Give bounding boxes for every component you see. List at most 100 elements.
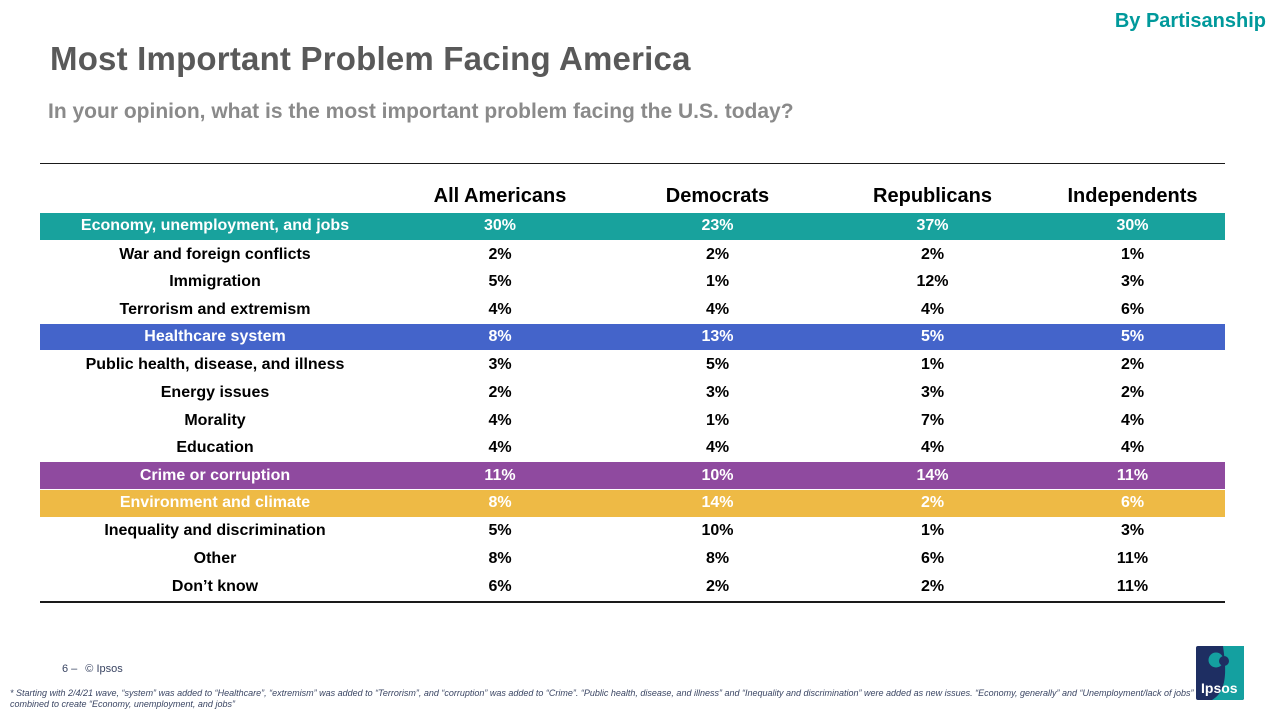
column-header-all-americans: All Americans (433, 185, 567, 207)
value-cell: 8% (488, 494, 512, 512)
value-cell: 12% (916, 273, 949, 291)
survey-question-subtitle: In your opinion, what is the most import… (48, 100, 794, 123)
row-label: Economy, unemployment, and jobs (80, 217, 350, 235)
value-cell: 1% (1120, 245, 1145, 263)
value-cell: 3% (920, 383, 945, 401)
page-title: Most Important Problem Facing America (50, 40, 691, 77)
table-header-row: All Americans Democrats Republicans Indepen… (40, 163, 1225, 213)
table-row: Education 4% 4% 4% 4% (40, 434, 1225, 463)
page-number: 6 – (62, 663, 78, 675)
value-cell: 11% (484, 466, 516, 484)
value-cell: 6% (1120, 494, 1145, 512)
table-row: Immigration 5% 1% 12% 3% (40, 268, 1225, 297)
value-cell: 11% (1116, 577, 1149, 595)
row-label: Crime or corruption (139, 466, 291, 484)
value-cell: 3% (1120, 273, 1145, 291)
value-cell: 2% (1120, 356, 1145, 374)
value-cell: 2% (705, 245, 730, 263)
row-label: Energy issues (160, 383, 270, 401)
row-label: Other (193, 550, 237, 568)
row-label: Healthcare system (144, 328, 286, 346)
slide-footer: 6 – © Ipsos (62, 663, 123, 675)
value-cell: 4% (920, 300, 945, 318)
value-cell: 5% (488, 273, 512, 291)
value-cell: 2% (705, 577, 730, 595)
value-cell: 2% (920, 494, 945, 512)
value-cell: 6% (920, 550, 945, 568)
row-label: Terrorism and extremism (119, 300, 311, 318)
value-cell: 4% (705, 300, 730, 318)
corner-label-by-partisanship: By Partisanship (1114, 10, 1266, 32)
table-row: Crime or corruption 11% 10% 14% 11% (40, 462, 1225, 490)
value-cell: 5% (920, 328, 945, 346)
value-cell: 2% (488, 383, 512, 401)
table-body: Economy, unemployment, and jobs 30% 23% 37%… (40, 213, 1225, 603)
column-header-independents: Independents (1067, 185, 1198, 207)
value-cell: 14% (701, 494, 734, 512)
value-cell: 6% (488, 577, 512, 595)
footnote-text: * Starting with 2/4/21 wave, “system” wa… (10, 688, 1216, 709)
value-cell: 1% (920, 356, 945, 374)
value-cell: 13% (701, 328, 734, 346)
value-cell: 6% (1120, 300, 1145, 318)
header-spacer (40, 208, 390, 213)
value-cell: 10% (701, 466, 734, 484)
table-row: War and foreign conflicts 2% 2% 2% 1% (40, 240, 1225, 269)
row-label: Public health, disease, and illness (85, 356, 345, 374)
value-cell: 2% (1120, 383, 1145, 401)
copyright-text: © Ipsos (85, 663, 123, 675)
value-cell: 5% (705, 356, 730, 374)
value-cell: 30% (483, 217, 517, 235)
table-row: Healthcare system 8% 13% 5% 5% (40, 323, 1225, 352)
value-cell: 37% (916, 217, 949, 235)
row-label: Inequality and discrimination (104, 522, 326, 540)
table-row: Environment and climate 8% 14% 2% 6% (40, 489, 1225, 518)
ipsos-logo-text: Ipsos (1201, 680, 1238, 696)
value-cell: 1% (705, 273, 730, 291)
table-row: Energy issues 2% 3% 3% 2% (40, 379, 1225, 407)
row-label: Immigration (169, 273, 261, 291)
value-cell: 1% (705, 411, 730, 429)
value-cell: 8% (488, 328, 512, 346)
table-row: Economy, unemployment, and jobs 30% 23% 37%… (40, 213, 1225, 241)
value-cell: 3% (1120, 522, 1145, 540)
value-cell: 14% (916, 466, 949, 484)
results-table: All Americans Democrats Republicans Indepen… (40, 163, 1225, 603)
row-label: Morality (184, 411, 246, 429)
value-cell: 2% (920, 245, 945, 263)
value-cell: 5% (488, 522, 512, 540)
value-cell: 8% (705, 550, 730, 568)
column-header-republicans: Republicans (873, 185, 992, 207)
row-label: Education (176, 439, 254, 457)
value-cell: 4% (488, 439, 512, 457)
value-cell: 2% (920, 577, 945, 595)
value-cell: 4% (920, 439, 945, 457)
value-cell: 10% (701, 522, 734, 540)
value-cell: 3% (705, 383, 730, 401)
value-cell: 8% (488, 550, 512, 568)
table-row: Public health, disease, and illness 3% 5% 1… (40, 351, 1225, 380)
value-cell: 30% (1116, 217, 1149, 235)
ipsos-logo-graphic: Ipsos (1196, 646, 1244, 700)
value-cell: 5% (1120, 328, 1145, 346)
column-header-democrats: Democrats (665, 185, 770, 207)
value-cell: 4% (488, 411, 512, 429)
value-cell: 11% (1116, 550, 1149, 568)
ipsos-logo: Ipsos (1196, 646, 1244, 700)
value-cell: 4% (488, 300, 512, 318)
value-cell: 1% (920, 522, 945, 540)
table-row: Inequality and discrimination 5% 10% 1% 3% (40, 517, 1225, 546)
table-row: Morality 4% 1% 7% 4% (40, 406, 1225, 435)
row-label: War and foreign conflicts (119, 245, 311, 263)
value-cell: 4% (1120, 439, 1145, 457)
value-cell: 11% (1116, 466, 1149, 484)
value-cell: 4% (1120, 411, 1145, 429)
table-row: Other 8% 8% 6% 11% (40, 545, 1225, 573)
value-cell: 23% (701, 217, 734, 235)
table-row: Terrorism and extremism 4% 4% 4% 6% (40, 296, 1225, 324)
row-label: Don’t know (171, 577, 259, 595)
row-label: Environment and climate (119, 494, 311, 512)
table-row: Don’t know 6% 2% 2% 11% (40, 572, 1225, 601)
value-cell: 2% (488, 245, 512, 263)
value-cell: 4% (705, 439, 730, 457)
